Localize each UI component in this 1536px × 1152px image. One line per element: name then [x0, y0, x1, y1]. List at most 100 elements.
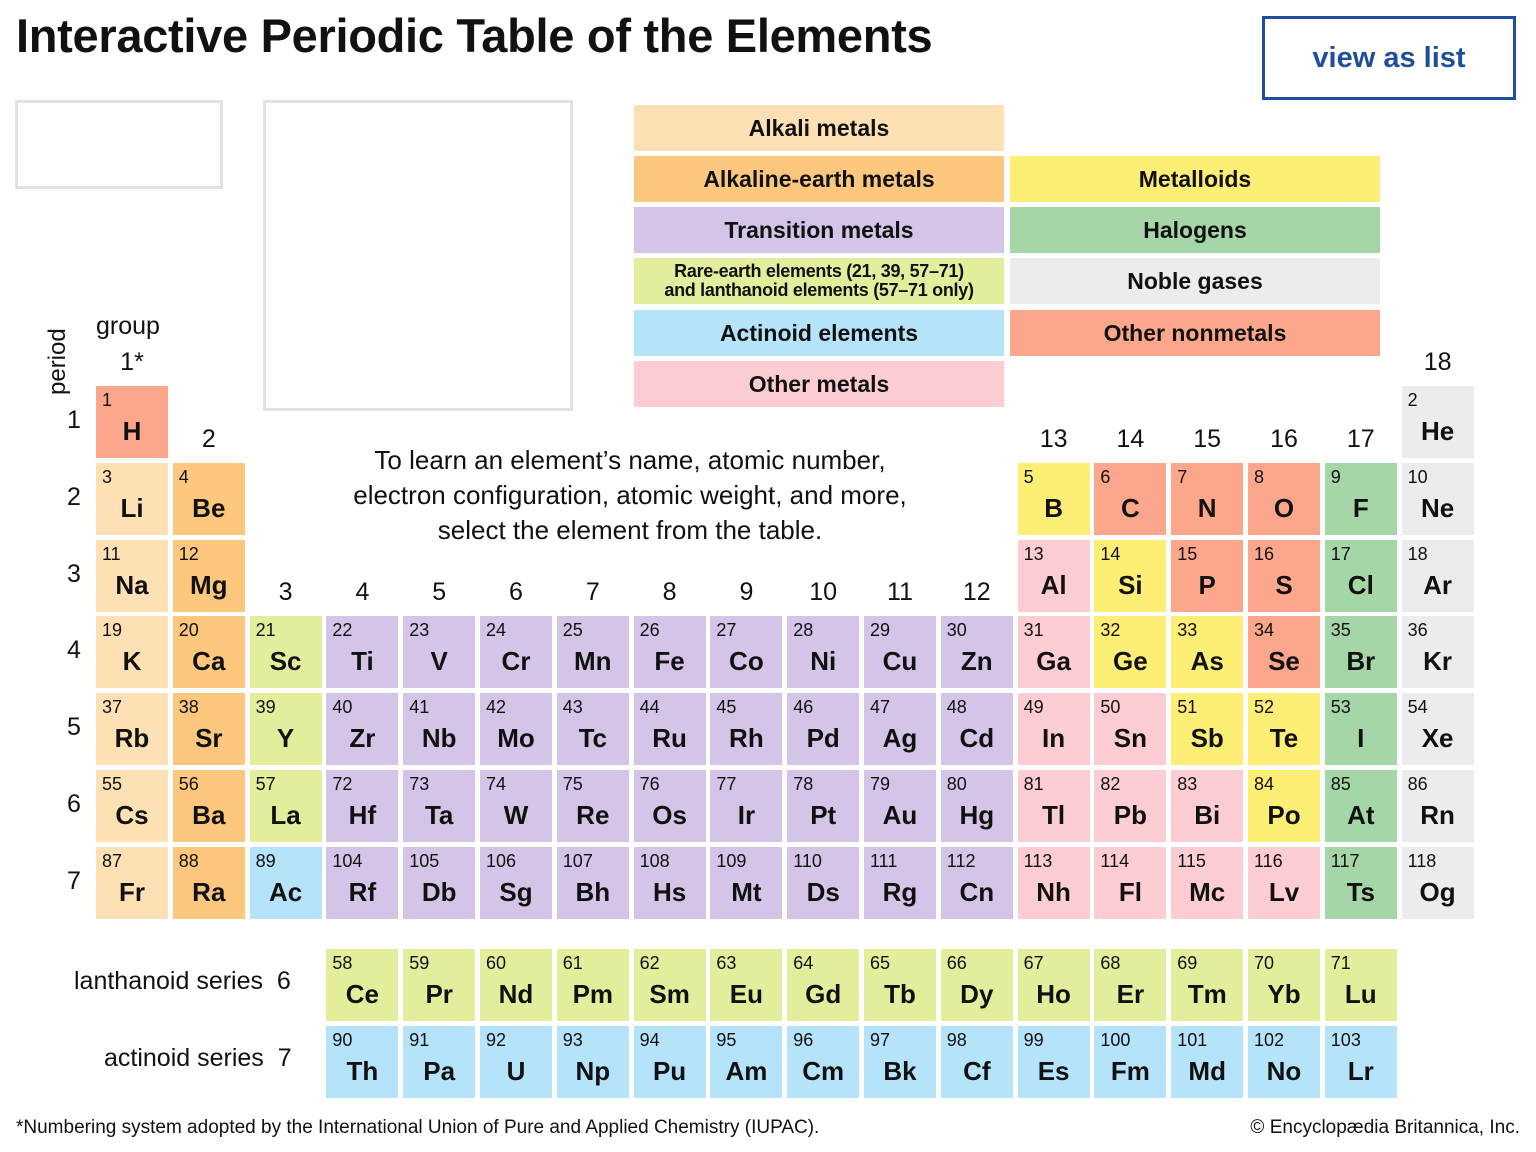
- element-cell-md[interactable]: 101 Md: [1171, 1026, 1244, 1098]
- element-cell-li[interactable]: 3 Li: [96, 462, 168, 535]
- element-cell-ta[interactable]: 73 Ta: [403, 770, 476, 842]
- element-cell-rf[interactable]: 104 Rf: [326, 846, 399, 919]
- element-cell-v[interactable]: 23 V: [403, 616, 476, 689]
- legend-alkali-metals[interactable]: Alkali metals: [634, 105, 1004, 151]
- element-cell-na[interactable]: 11 Na: [96, 539, 168, 612]
- legend-actinoid-elements[interactable]: Actinoid elements: [634, 310, 1004, 356]
- element-cell-bi[interactable]: 83 Bi: [1171, 770, 1244, 842]
- element-cell-w[interactable]: 74 W: [480, 770, 552, 842]
- element-cell-si[interactable]: 14 Si: [1094, 539, 1167, 612]
- element-cell-fr[interactable]: 87 Fr: [96, 846, 168, 919]
- element-cell-cu[interactable]: 29 Cu: [864, 616, 936, 689]
- element-cell-ti[interactable]: 22 Ti: [326, 616, 399, 689]
- element-cell-rg[interactable]: 111 Rg: [864, 846, 936, 919]
- legend-other-nonmetals[interactable]: Other nonmetals: [1010, 310, 1380, 356]
- element-cell-ir[interactable]: 77 Ir: [710, 770, 783, 842]
- element-cell-cr[interactable]: 24 Cr: [480, 616, 552, 689]
- element-cell-kr[interactable]: 36 Kr: [1401, 616, 1474, 689]
- element-cell-u[interactable]: 92 U: [480, 1026, 552, 1098]
- element-cell-th[interactable]: 90 Th: [326, 1026, 399, 1098]
- element-cell-pr[interactable]: 59 Pr: [403, 949, 476, 1021]
- element-cell-zn[interactable]: 30 Zn: [940, 616, 1013, 689]
- element-cell-tc[interactable]: 43 Tc: [556, 693, 629, 766]
- element-cell-ga[interactable]: 31 Ga: [1017, 616, 1090, 689]
- element-cell-gd[interactable]: 64 Gd: [787, 949, 860, 1021]
- element-cell-k[interactable]: 19 K: [96, 616, 168, 689]
- element-cell-ds[interactable]: 110 Ds: [787, 846, 860, 919]
- element-cell-ag[interactable]: 47 Ag: [864, 693, 936, 766]
- legend-other-metals[interactable]: Other metals: [634, 361, 1004, 407]
- element-cell-er[interactable]: 68 Er: [1094, 949, 1167, 1021]
- element-cell-as[interactable]: 33 As: [1171, 616, 1244, 689]
- element-cell-ar[interactable]: 18 Ar: [1401, 539, 1474, 612]
- element-cell-ho[interactable]: 67 Ho: [1017, 949, 1090, 1021]
- element-cell-ge[interactable]: 32 Ge: [1094, 616, 1167, 689]
- element-cell-ba[interactable]: 56 Ba: [172, 770, 245, 842]
- element-cell-nh[interactable]: 113 Nh: [1017, 846, 1090, 919]
- element-cell-hg[interactable]: 80 Hg: [940, 770, 1013, 842]
- element-cell-sn[interactable]: 50 Sn: [1094, 693, 1167, 766]
- element-cell-rh[interactable]: 45 Rh: [710, 693, 783, 766]
- element-cell-ac[interactable]: 89 Ac: [249, 846, 322, 919]
- legend-metalloids[interactable]: Metalloids: [1010, 156, 1380, 202]
- element-cell-eu[interactable]: 63 Eu: [710, 949, 783, 1021]
- element-cell-np[interactable]: 93 Np: [556, 1026, 629, 1098]
- legend-rare-earth-elements[interactable]: Rare-earth elements (21, 39, 57–71) and …: [634, 258, 1004, 304]
- element-cell-au[interactable]: 79 Au: [864, 770, 936, 842]
- view-as-list-button[interactable]: view as list: [1262, 16, 1516, 100]
- element-cell-hf[interactable]: 72 Hf: [326, 770, 399, 842]
- element-cell-rb[interactable]: 37 Rb: [96, 693, 168, 766]
- element-cell-dy[interactable]: 66 Dy: [940, 949, 1013, 1021]
- element-cell-co[interactable]: 27 Co: [710, 616, 783, 689]
- element-cell-fl[interactable]: 114 Fl: [1094, 846, 1167, 919]
- element-cell-ce[interactable]: 58 Ce: [326, 949, 399, 1021]
- element-cell-am[interactable]: 95 Am: [710, 1026, 783, 1098]
- element-cell-tl[interactable]: 81 Tl: [1017, 770, 1090, 842]
- element-cell-cm[interactable]: 96 Cm: [787, 1026, 860, 1098]
- element-cell-sg[interactable]: 106 Sg: [480, 846, 552, 919]
- element-cell-sr[interactable]: 38 Sr: [172, 693, 245, 766]
- element-cell-lv[interactable]: 116 Lv: [1248, 846, 1320, 919]
- element-cell-sc[interactable]: 21 Sc: [249, 616, 322, 689]
- element-cell-bk[interactable]: 97 Bk: [864, 1026, 936, 1098]
- element-cell-fe[interactable]: 26 Fe: [633, 616, 706, 689]
- element-cell-mo[interactable]: 42 Mo: [480, 693, 552, 766]
- element-cell-ra[interactable]: 88 Ra: [172, 846, 245, 919]
- element-cell-rn[interactable]: 86 Rn: [1401, 770, 1474, 842]
- element-cell-mc[interactable]: 115 Mc: [1171, 846, 1244, 919]
- element-cell-i[interactable]: 53 I: [1324, 693, 1397, 766]
- legend-halogens[interactable]: Halogens: [1010, 207, 1380, 253]
- element-cell-ts[interactable]: 117 Ts: [1324, 846, 1397, 919]
- element-cell-ca[interactable]: 20 Ca: [172, 616, 245, 689]
- element-cell-tm[interactable]: 69 Tm: [1171, 949, 1244, 1021]
- element-cell-pd[interactable]: 46 Pd: [787, 693, 860, 766]
- element-cell-nd[interactable]: 60 Nd: [480, 949, 552, 1021]
- element-cell-lu[interactable]: 71 Lu: [1324, 949, 1397, 1021]
- element-cell-al[interactable]: 13 Al: [1017, 539, 1090, 612]
- element-cell-s[interactable]: 16 S: [1248, 539, 1320, 612]
- element-cell-sm[interactable]: 62 Sm: [633, 949, 706, 1021]
- legend-alkaline-earth-metals[interactable]: Alkaline-earth metals: [634, 156, 1004, 202]
- element-cell-mg[interactable]: 12 Mg: [172, 539, 245, 612]
- legend-transition-metals[interactable]: Transition metals: [634, 207, 1004, 253]
- element-cell-pb[interactable]: 82 Pb: [1094, 770, 1167, 842]
- element-cell-p[interactable]: 15 P: [1171, 539, 1244, 612]
- element-cell-cf[interactable]: 98 Cf: [940, 1026, 1013, 1098]
- element-cell-y[interactable]: 39 Y: [249, 693, 322, 766]
- element-cell-in[interactable]: 49 In: [1017, 693, 1090, 766]
- element-cell-hs[interactable]: 108 Hs: [633, 846, 706, 919]
- element-cell-og[interactable]: 118 Og: [1401, 846, 1474, 919]
- element-cell-zr[interactable]: 40 Zr: [326, 693, 399, 766]
- element-cell-sb[interactable]: 51 Sb: [1171, 693, 1244, 766]
- element-cell-mn[interactable]: 25 Mn: [556, 616, 629, 689]
- element-cell-cs[interactable]: 55 Cs: [96, 770, 168, 842]
- element-cell-cn[interactable]: 112 Cn: [940, 846, 1013, 919]
- element-cell-fm[interactable]: 100 Fm: [1094, 1026, 1167, 1098]
- element-cell-te[interactable]: 52 Te: [1248, 693, 1320, 766]
- element-cell-pu[interactable]: 94 Pu: [633, 1026, 706, 1098]
- element-cell-at[interactable]: 85 At: [1324, 770, 1397, 842]
- element-cell-pm[interactable]: 61 Pm: [556, 949, 629, 1021]
